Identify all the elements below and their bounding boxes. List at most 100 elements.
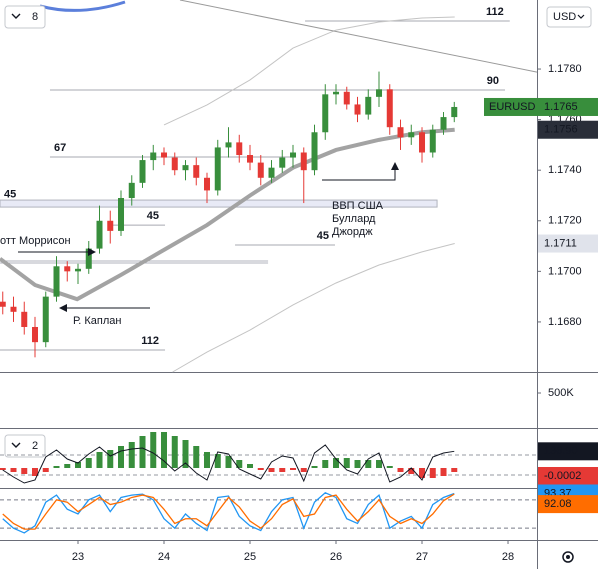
candle-body — [386, 89, 393, 128]
histogram-bar — [365, 460, 372, 468]
candle-body — [365, 96, 372, 115]
candle-body — [408, 132, 415, 138]
histogram-bar — [408, 468, 415, 474]
stoch-line — [2, 493, 455, 530]
candle-body — [107, 220, 114, 231]
annotation-text: отт Моррисон — [0, 235, 71, 247]
histogram-bar — [290, 468, 297, 470]
candle-body — [182, 165, 189, 171]
histogram-bar — [182, 440, 189, 468]
histogram-bar — [193, 446, 200, 468]
toggle-box[interactable] — [4, 5, 46, 29]
histogram-bar — [354, 460, 361, 468]
histogram-bar — [64, 464, 71, 468]
histogram-bar — [161, 432, 168, 468]
x-tick-label: 28 — [502, 551, 514, 563]
hist-last-value-box — [538, 467, 598, 485]
candle-body — [32, 326, 39, 343]
candle-body — [118, 198, 125, 231]
candle-body — [397, 127, 404, 138]
chevron — [577, 14, 585, 19]
y-tick-label: 1.1740 — [548, 164, 582, 176]
histogram-bar — [53, 466, 60, 468]
y-tick-label: 1.1720 — [548, 215, 582, 227]
histogram-bar — [279, 468, 286, 472]
currency-select[interactable]: USD — [546, 6, 592, 28]
level-label: 90 — [487, 75, 499, 87]
candle-body — [96, 220, 103, 249]
histogram-bar — [257, 468, 264, 470]
stoch-line — [2, 491, 455, 534]
stoch-last-value-box — [538, 495, 598, 514]
candle-body — [451, 106, 458, 118]
candle-body — [343, 91, 350, 105]
candle-body — [225, 142, 232, 148]
candle-body — [0, 301, 6, 307]
histogram-bar — [171, 436, 178, 468]
drawing-curve — [39, 0, 126, 12]
histogram-bar — [214, 454, 221, 468]
osc-last-value-box — [538, 442, 598, 461]
legend-toggle[interactable]: 8 — [4, 5, 46, 29]
candle-body — [290, 152, 297, 158]
candle-body — [214, 147, 221, 191]
y-tick-label: 1.1700 — [548, 265, 582, 277]
candle-body — [53, 266, 60, 297]
candle-body — [161, 152, 168, 158]
candle-body — [354, 104, 361, 115]
histogram-bar — [10, 468, 17, 472]
histogram-bar — [118, 446, 125, 468]
histogram-bar — [139, 436, 146, 468]
candle-body — [429, 129, 436, 153]
candle-body — [268, 167, 275, 178]
candle-body — [300, 152, 307, 171]
histogram-bar — [85, 458, 92, 468]
histogram-bar — [333, 458, 340, 468]
osc-line — [2, 444, 455, 484]
level-label: 112 — [486, 6, 504, 18]
level-label: 45 — [4, 188, 16, 200]
level-label: 67 — [54, 142, 66, 154]
histogram-bar — [397, 468, 404, 472]
indicator-count: 2 — [32, 440, 38, 452]
candle-body — [75, 268, 82, 272]
candle-body — [193, 165, 200, 178]
x-tick-label: 26 — [330, 551, 342, 563]
annotation-text: Р. Каплан — [73, 315, 121, 327]
histogram-bar — [150, 432, 157, 468]
toggle-box[interactable] — [4, 434, 46, 458]
x-tick-label: 24 — [158, 551, 170, 563]
level-label: 45 — [317, 230, 329, 242]
candle-body — [419, 132, 426, 153]
osc-toggle[interactable]: 2 — [4, 434, 46, 458]
indicator-count: 8 — [32, 11, 38, 23]
candle-body — [150, 152, 157, 161]
hist-last-value: -0.0002 — [544, 470, 581, 482]
line-last-value: 1.1711 — [544, 237, 577, 249]
currency-box[interactable] — [546, 6, 592, 28]
histogram-bar — [386, 466, 393, 468]
settings[interactable] — [562, 551, 574, 563]
chevron — [11, 442, 21, 448]
currency: USD — [553, 11, 576, 23]
osc-last-value: 136.90 — [544, 445, 578, 457]
x-tick-label: 23 — [72, 551, 84, 563]
histogram-bar — [42, 468, 49, 472]
symbol: EURUSD — [489, 101, 536, 113]
annotation-text: Джордж — [332, 226, 373, 238]
histogram-bar — [300, 468, 307, 472]
candle-body — [376, 89, 383, 97]
annotation-arrow — [322, 162, 399, 181]
x-tick-label: 27 — [416, 551, 428, 563]
gear-icon[interactable] — [562, 551, 574, 563]
candle-body — [21, 311, 28, 327]
level-label: 45 — [147, 210, 159, 222]
histogram-bar — [322, 460, 329, 468]
histogram-bar — [75, 462, 82, 468]
candle-body — [440, 117, 447, 130]
candle-body — [64, 266, 71, 272]
candle-body — [333, 91, 340, 95]
